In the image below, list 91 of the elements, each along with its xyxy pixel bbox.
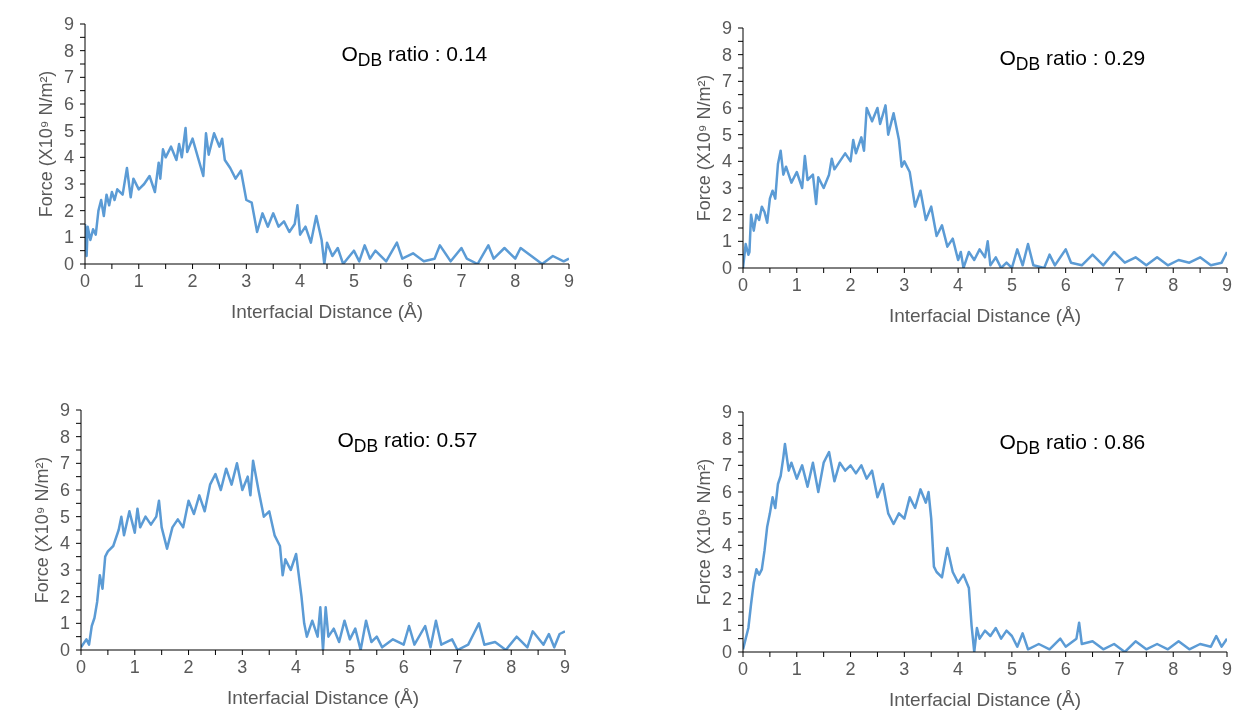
y-tick-label: 6 (721, 98, 732, 118)
x-tick-label: 2 (183, 657, 194, 677)
y-tick-label: 0 (59, 640, 70, 660)
x-tick-label: 0 (737, 275, 749, 295)
x-tick-label: 6 (398, 657, 409, 677)
annotation: O$_{DB}$ ratio : 0.86 (999, 430, 1146, 460)
y-axis-title: Force (X10⁹ N/m²) (36, 70, 57, 218)
y-tick-label: 0 (721, 258, 732, 278)
x-tick-label: 2 (187, 271, 198, 291)
y-tick-label: 2 (721, 204, 732, 225)
x-tick-label: 8 (1168, 275, 1179, 295)
y-tick-label: 2 (721, 588, 732, 609)
y-tick-label: 8 (59, 426, 70, 447)
x-tick-label: 4 (295, 271, 306, 291)
y-tick-label: 0 (721, 642, 732, 662)
x-tick-label: 3 (237, 657, 248, 677)
y-tick-label: 4 (721, 535, 732, 556)
y-tick-label: 2 (63, 200, 74, 221)
x-tick-label: 6 (1060, 275, 1071, 295)
y-tick-label: 5 (721, 508, 732, 529)
x-tick-label: 0 (737, 659, 749, 679)
x-tick-label: 9 (559, 657, 571, 677)
y-tick-label: 7 (721, 71, 732, 92)
x-tick-label: 4 (953, 275, 964, 295)
x-tick-label: 6 (1060, 659, 1071, 679)
y-tick-label: 4 (63, 147, 74, 168)
x-tick-label: 8 (510, 271, 521, 291)
y-tick-label: 3 (721, 562, 732, 582)
y-tick-label: 5 (63, 120, 74, 141)
y-tick-label: 1 (721, 231, 732, 252)
y-tick-label: 9 (63, 14, 74, 34)
annotation: O$_{DB}$ ratio : 0.14 (341, 42, 488, 72)
x-tick-label: 8 (506, 657, 517, 677)
x-tick-label: 5 (1006, 659, 1017, 679)
y-tick-label: 8 (721, 428, 732, 449)
y-tick-label: 1 (63, 227, 74, 248)
x-tick-label: 3 (899, 275, 910, 295)
y-tick-label: 9 (721, 18, 732, 38)
y-tick-label: 8 (721, 44, 732, 65)
y-tick-label: 6 (59, 480, 70, 500)
x-tick-label: 5 (344, 657, 355, 677)
x-tick-label: 8 (1168, 659, 1179, 679)
annotation: O$_{DB}$ ratio: 0.57 (337, 428, 478, 458)
x-tick-label: 7 (452, 657, 463, 677)
y-tick-label: 7 (59, 453, 70, 474)
y-tick-label: 8 (63, 40, 74, 61)
y-tick-label: 9 (59, 400, 70, 420)
x-tick-label: 1 (129, 657, 140, 677)
x-tick-label: 1 (791, 275, 802, 295)
x-tick-label: 1 (133, 271, 144, 291)
x-tick-label: 0 (79, 271, 91, 291)
y-axis-title: Force (X10⁹ N/m²) (32, 456, 53, 604)
y-tick-label: 6 (63, 94, 74, 114)
y-tick-label: 3 (63, 174, 74, 194)
x-tick-label: 4 (291, 657, 302, 677)
x-tick-label: 6 (402, 271, 413, 291)
y-tick-label: 6 (721, 482, 732, 502)
x-axis-title: Interfacial Distance (Å) (888, 305, 1082, 326)
y-tick-label: 3 (59, 560, 70, 580)
x-tick-label: 7 (1114, 275, 1125, 295)
y-axis-title: Force (X10⁹ N/m²) (694, 458, 715, 606)
y-tick-label: 2 (59, 586, 70, 607)
y-tick-label: 1 (721, 615, 732, 636)
x-tick-label: 9 (1221, 275, 1233, 295)
y-tick-label: 7 (63, 67, 74, 88)
y-axis-title: Force (X10⁹ N/m²) (694, 74, 715, 222)
x-tick-label: 9 (1221, 659, 1233, 679)
x-tick-label: 3 (241, 271, 252, 291)
x-axis-title: Interfacial Distance (Å) (230, 301, 424, 322)
y-tick-label: 4 (59, 533, 70, 554)
x-tick-label: 4 (953, 659, 964, 679)
y-tick-label: 4 (721, 151, 732, 172)
x-axis-title: Interfacial Distance (Å) (226, 687, 420, 708)
y-tick-label: 7 (721, 455, 732, 476)
x-tick-label: 1 (791, 659, 802, 679)
annotation: O$_{DB}$ ratio : 0.29 (999, 46, 1146, 76)
y-tick-label: 3 (721, 178, 732, 198)
x-axis-title: Interfacial Distance (Å) (888, 689, 1082, 710)
y-tick-label: 0 (63, 254, 74, 274)
x-tick-label: 7 (1114, 659, 1125, 679)
y-tick-label: 5 (721, 124, 732, 145)
x-tick-label: 9 (563, 271, 575, 291)
x-tick-label: 2 (845, 659, 856, 679)
x-tick-label: 5 (348, 271, 359, 291)
x-tick-label: 2 (845, 275, 856, 295)
x-tick-label: 5 (1006, 275, 1017, 295)
y-tick-label: 5 (59, 506, 70, 527)
y-tick-label: 1 (59, 613, 70, 634)
x-tick-label: 7 (456, 271, 467, 291)
y-tick-label: 9 (721, 402, 732, 422)
x-tick-label: 3 (899, 659, 910, 679)
